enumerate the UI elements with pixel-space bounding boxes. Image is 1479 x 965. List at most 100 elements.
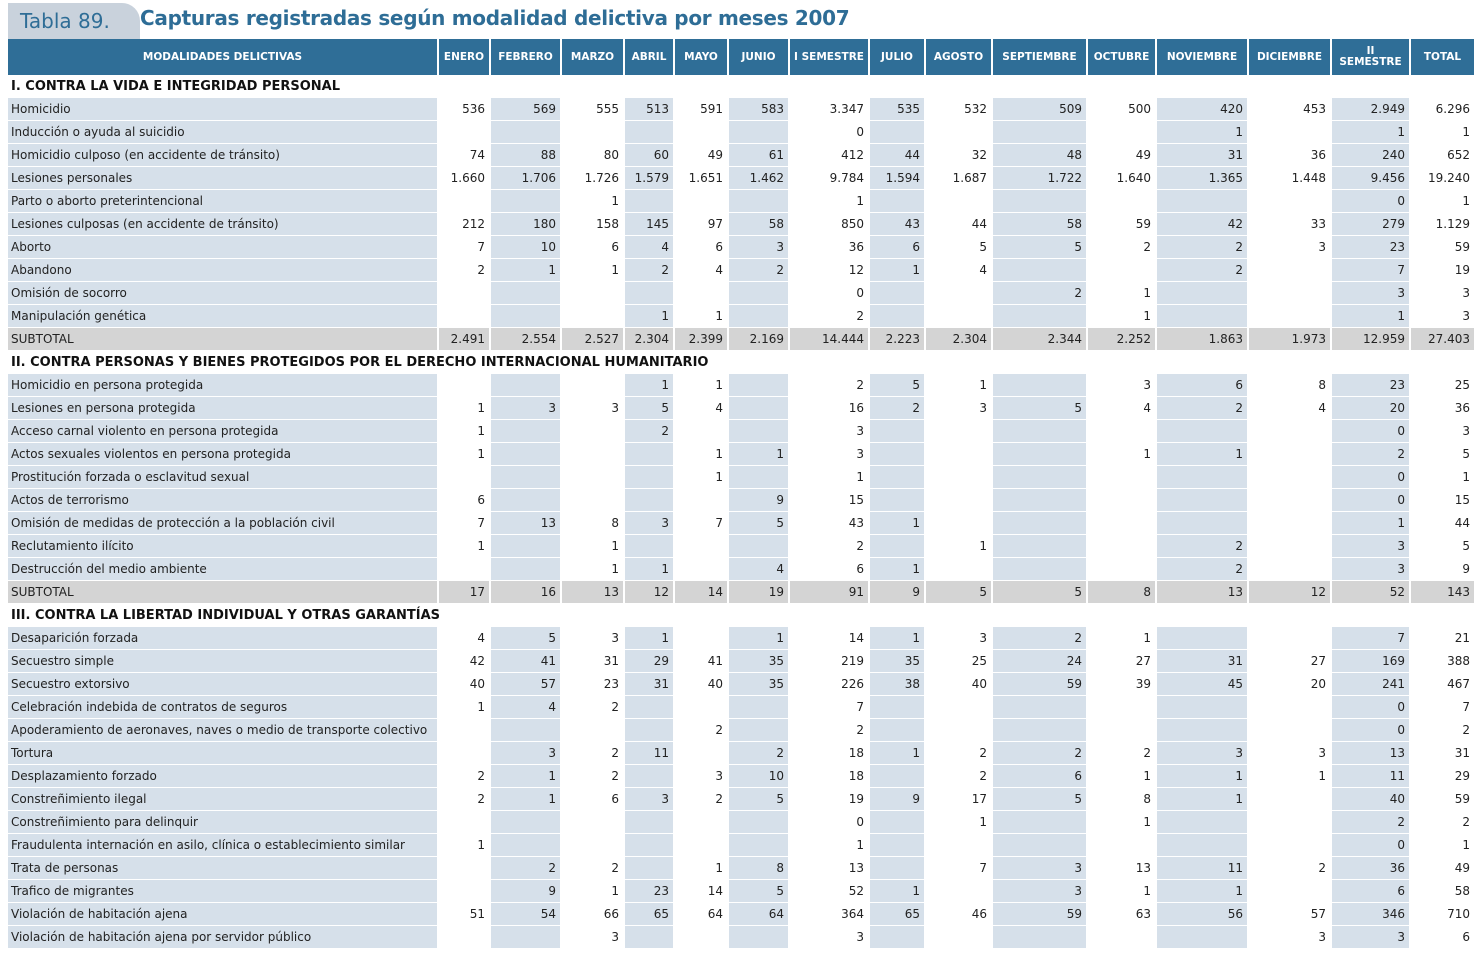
column-header: NOVIEMBRE [1156, 39, 1249, 75]
table-row: Abandono 2 1 1 2 4 2 12 1 4 2 7 19 [8, 258, 1476, 282]
table-cell: 60 [624, 143, 675, 167]
table-cell: 1 [1410, 833, 1476, 857]
table-cell [925, 304, 993, 328]
table-cell: 19 [789, 787, 870, 811]
table-number-label: Tabla 89. [8, 3, 140, 39]
table-cell: 219 [789, 649, 870, 673]
table-cell: 3 [925, 626, 993, 650]
table-cell [624, 810, 675, 834]
table-cell: 59 [992, 672, 1088, 696]
table-cell: 80 [561, 143, 625, 167]
table-cell: 1 [728, 442, 790, 466]
table-cell: 3 [1087, 373, 1157, 397]
table-cell [490, 718, 562, 742]
table-cell [925, 465, 993, 489]
row-label: Omisión de socorro [8, 281, 439, 305]
table-cell [925, 879, 993, 903]
table-cell: 364 [789, 902, 870, 926]
table-cell [728, 465, 790, 489]
table-cell: 10 [490, 235, 562, 259]
table-cell: 31 [1156, 649, 1249, 673]
table-cell: 591 [674, 97, 729, 121]
table-cell [992, 488, 1088, 512]
column-header: AGOSTO [925, 39, 993, 75]
table-cell: 8 [561, 511, 625, 535]
table-cell: 3 [490, 741, 562, 765]
table-cell: 1 [561, 258, 625, 282]
table-header-row: MODALIDADES DELICTIVAS ENERO FEBRERO MARZO A… [8, 39, 1476, 75]
table-row: Destrucción del medio ambiente 1 1 4 6 1 2 3 9 [8, 557, 1476, 581]
table-cell [992, 511, 1088, 535]
table-cell: 2 [438, 787, 491, 811]
table-cell [1248, 465, 1332, 489]
table-cell [925, 419, 993, 443]
table-cell [624, 764, 675, 788]
table-cell [1156, 695, 1249, 719]
table-cell [438, 557, 491, 581]
row-label: Desplazamiento forzado [8, 764, 439, 788]
row-label: Omisión de medidas de protección a la po… [8, 511, 439, 535]
table-cell [490, 557, 562, 581]
table-cell: 44 [925, 212, 993, 236]
table-cell: 2.304 [624, 327, 675, 351]
table-cell: 1 [789, 833, 870, 857]
table-cell [438, 810, 491, 834]
table-cell: 66 [561, 902, 625, 926]
table-cell: 1 [925, 810, 993, 834]
table-cell: 11 [1156, 856, 1249, 880]
table-cell: 29 [1410, 764, 1476, 788]
table-cell: 2 [1331, 810, 1411, 834]
table-cell [490, 465, 562, 489]
row-label: Apoderamiento de aeronaves, naves o medi… [8, 718, 439, 742]
table-cell: 500 [1087, 97, 1157, 121]
table-cell: 226 [789, 672, 870, 696]
table-cell: 2 [438, 764, 491, 788]
table-row: Homicidio en persona protegida 1 1 2 5 1 3 6 8 23… [8, 373, 1476, 397]
table-cell: 1 [624, 557, 675, 581]
table-cell: 2 [992, 281, 1088, 305]
table-cell [624, 833, 675, 857]
table-cell: 1 [1156, 764, 1249, 788]
table-cell [1156, 833, 1249, 857]
table-cell [925, 695, 993, 719]
table-cell: 3 [624, 787, 675, 811]
table-cell: 7 [925, 856, 993, 880]
table-cell: 7 [1331, 626, 1411, 650]
table-cell: 2 [1248, 856, 1332, 880]
table-cell: 3 [1156, 741, 1249, 765]
table-cell: 9 [490, 879, 562, 903]
table-cell [992, 189, 1088, 213]
table-cell: 1 [1331, 511, 1411, 535]
table-cell: 2 [869, 396, 926, 420]
table-cell: 5 [728, 787, 790, 811]
table-cell [1087, 718, 1157, 742]
table-cell: 4 [674, 258, 729, 282]
table-cell: 1 [561, 189, 625, 213]
table-cell: 6 [438, 488, 491, 512]
table-cell: 2 [624, 258, 675, 282]
table-cell: 2 [1156, 534, 1249, 558]
table-cell: 3 [992, 879, 1088, 903]
table-cell: 412 [789, 143, 870, 167]
table-row: Desaparición forzada 4 5 3 1 1 14 1 3 2 1 7 21 [8, 626, 1476, 650]
table-cell: 5 [992, 235, 1088, 259]
table-cell: 1 [674, 304, 729, 328]
table-cell: 3 [1410, 419, 1476, 443]
table-cell: 2 [1331, 442, 1411, 466]
table-cell: 1 [1087, 764, 1157, 788]
table-cell: 2 [490, 856, 562, 880]
table-cell: 1.129 [1410, 212, 1476, 236]
table-cell: 59 [1087, 212, 1157, 236]
table-cell [1087, 120, 1157, 144]
table-row: Constreñimiento ilegal 2 1 6 3 2 5 19 9 17 5 8 1 40 59 [8, 787, 1476, 811]
table-cell [869, 419, 926, 443]
table-cell [869, 281, 926, 305]
table-cell: 2.223 [869, 327, 926, 351]
column-header: MODALIDADES DELICTIVAS [8, 39, 439, 75]
table-cell [869, 764, 926, 788]
table-cell [1087, 833, 1157, 857]
table-cell [490, 419, 562, 443]
table-cell: 14 [674, 580, 729, 604]
table-cell: 2 [925, 764, 993, 788]
row-label: Lesiones en persona protegida [8, 396, 439, 420]
